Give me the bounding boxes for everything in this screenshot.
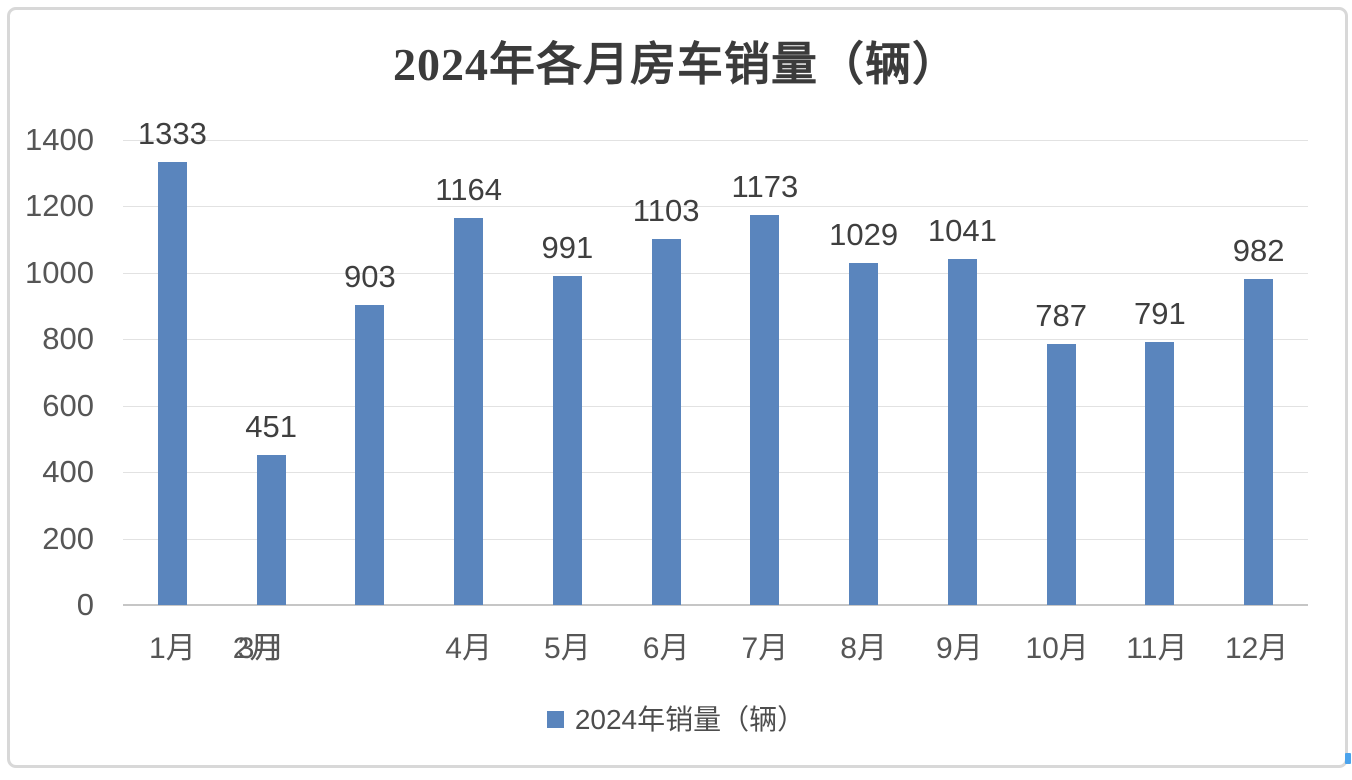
y-axis-label: 600 <box>42 387 94 423</box>
bar-value-label: 982 <box>1232 232 1285 268</box>
gridline <box>123 538 1308 540</box>
bar-value-label: 903 <box>344 259 396 295</box>
bar <box>256 455 286 605</box>
bar <box>552 275 582 605</box>
bar <box>1145 342 1175 605</box>
y-axis-label: 1000 <box>25 254 94 290</box>
cursor-artifact <box>1345 753 1351 764</box>
bar <box>947 259 977 605</box>
x-axis-label: 7月 <box>741 632 789 665</box>
y-axis-label: 1400 <box>25 122 94 157</box>
bar <box>355 305 385 605</box>
gridline <box>123 206 1308 208</box>
y-axis-label: 1200 <box>25 188 94 224</box>
bar-value-label: 1164 <box>435 172 502 208</box>
bar-value-label: 1103 <box>632 192 700 228</box>
bar-value-label: 1029 <box>829 217 899 253</box>
legend: 2024年销量（辆） <box>0 698 1352 738</box>
x-axis-label: 6月 <box>642 632 690 665</box>
x-axis-label: 9月 <box>936 632 983 665</box>
gridline <box>123 339 1308 341</box>
bar-value-label: 991 <box>541 229 594 265</box>
gridline <box>123 140 1308 141</box>
bar <box>750 215 780 605</box>
x-axis-label: 1月 <box>149 632 196 665</box>
bar <box>157 162 187 605</box>
x-axis-label: 10月 <box>1025 632 1089 665</box>
y-axis-label: 400 <box>42 454 94 490</box>
x-axis-label: 8月 <box>840 632 887 665</box>
bar <box>454 218 484 605</box>
x-axis-label: 12月 <box>1224 632 1289 665</box>
bar <box>849 263 879 605</box>
y-axis-label: 800 <box>42 321 94 357</box>
x-axis-label: 3月 <box>237 632 285 665</box>
x-axis-label: 11月 <box>1126 632 1188 665</box>
bar-value-label: 1041 <box>927 213 997 249</box>
bar-value-label: 1333 <box>137 116 207 152</box>
x-axis-label: 4月 <box>445 632 492 665</box>
gridline <box>123 472 1308 474</box>
bar-value-label: 787 <box>1035 297 1087 333</box>
bar-value-label: 451 <box>245 409 297 445</box>
y-axis-label: 200 <box>42 520 94 556</box>
bar <box>651 238 681 605</box>
gridline <box>123 272 1308 274</box>
bar <box>1244 278 1274 605</box>
legend-label: 2024年销量（辆） <box>574 704 806 735</box>
chart-title: 2024年各月房车销量（辆） <box>393 39 959 90</box>
y-axis-label: 0 <box>76 587 94 622</box>
bar-value-label: 1173 <box>731 169 799 205</box>
gridline <box>123 405 1308 407</box>
bar-value-label: 791 <box>1134 296 1186 332</box>
x-axis-label: 5月 <box>544 632 591 665</box>
x-axis-line <box>123 604 1308 606</box>
x-axis-label: 2月 <box>232 632 280 665</box>
bar <box>1046 343 1076 605</box>
legend-marker-icon <box>546 710 564 728</box>
